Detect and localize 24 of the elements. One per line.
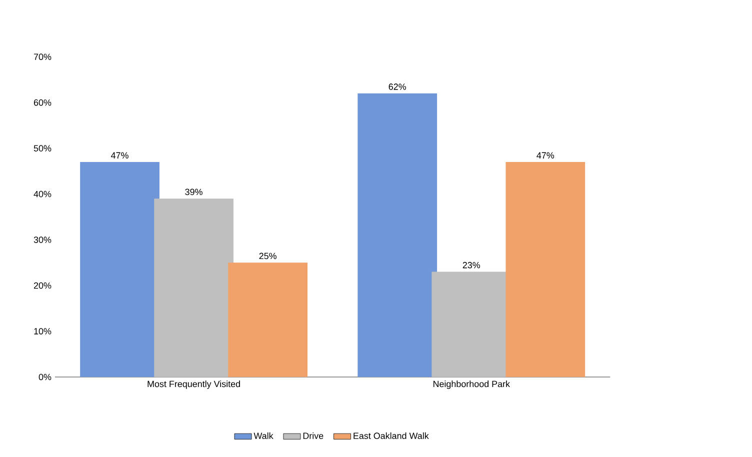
y-tick-label: 30% bbox=[34, 236, 52, 243]
bar bbox=[358, 93, 438, 377]
bar bbox=[228, 262, 308, 377]
legend-label: East Oakland Walk bbox=[354, 432, 429, 440]
data-label: 39% bbox=[185, 188, 202, 196]
y-tick-label: 40% bbox=[34, 190, 52, 198]
y-tick-label: 0% bbox=[38, 374, 52, 380]
x-tick-label: Most Frequently Visited bbox=[148, 380, 240, 389]
bar bbox=[154, 198, 234, 377]
data-label: 62% bbox=[388, 84, 406, 90]
bar bbox=[80, 162, 160, 377]
y-tick-label: 10% bbox=[34, 328, 52, 334]
legend-label: Walk bbox=[254, 432, 274, 440]
legend-label: Drive bbox=[303, 432, 324, 440]
data-label: 47% bbox=[111, 152, 128, 159]
y-tick-label: 50% bbox=[34, 145, 52, 152]
data-label: 25% bbox=[259, 252, 276, 260]
y-tick-label: 70% bbox=[34, 54, 52, 60]
data-label: 23% bbox=[462, 262, 480, 268]
y-tick-label: 20% bbox=[34, 282, 52, 289]
x-tick-label: Neighborhood Park bbox=[433, 380, 510, 389]
y-tick-label: 60% bbox=[34, 99, 52, 106]
bar bbox=[506, 162, 586, 377]
data-label: 47% bbox=[536, 152, 554, 159]
